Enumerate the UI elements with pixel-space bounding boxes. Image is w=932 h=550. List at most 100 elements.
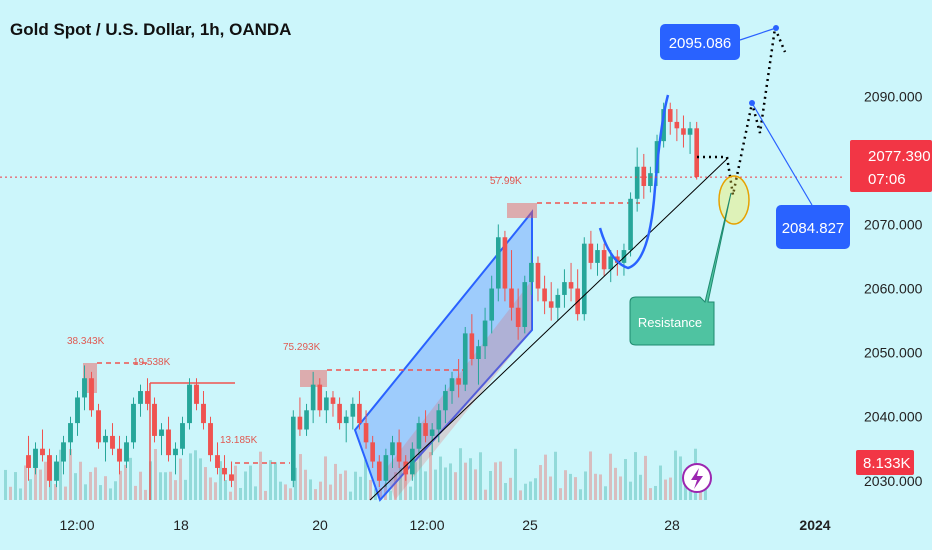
- candle-body: [75, 397, 80, 424]
- candle-body: [357, 403, 362, 424]
- callout-box[interactable]: [660, 24, 740, 60]
- volume-bar: [224, 479, 227, 500]
- x-tick-label: 25: [522, 517, 538, 533]
- x-tick-label: 12:00: [409, 517, 444, 533]
- volume-bar: [329, 484, 332, 500]
- volume-bar: [514, 448, 517, 500]
- candle-body: [436, 410, 442, 430]
- candle-body: [667, 109, 673, 122]
- volume-bar: [614, 467, 617, 500]
- candle-body: [634, 166, 640, 199]
- volume-bar: [394, 472, 397, 500]
- current-price-tag[interactable]: [850, 140, 932, 192]
- volume-bar: [379, 488, 382, 500]
- volume-bar: [519, 490, 522, 500]
- candle-body: [363, 423, 369, 443]
- x-tick-label: 12:00: [59, 517, 94, 533]
- candle-body: [96, 410, 101, 443]
- callout-anchor-dot: [749, 100, 755, 106]
- volume-bar: [539, 465, 542, 500]
- volume-bar: [659, 465, 662, 500]
- volume-bar: [669, 477, 672, 500]
- candle-body: [562, 282, 567, 295]
- x-tick-label: 20: [312, 517, 328, 533]
- volume-bar: [424, 471, 427, 500]
- volume-bar: [574, 477, 577, 500]
- volume-annotation: 38.343K: [67, 336, 105, 347]
- volume-bar: [249, 465, 252, 500]
- candle-body: [337, 403, 342, 424]
- candle-body: [535, 262, 541, 289]
- volume-bar: [44, 461, 47, 500]
- volume-bar: [299, 454, 302, 500]
- candle-body: [661, 109, 666, 142]
- candle-body: [495, 237, 501, 289]
- candle-body: [416, 423, 422, 449]
- volume-bar: [214, 482, 217, 500]
- volume-bar: [274, 462, 277, 500]
- callout-connector: [751, 102, 813, 206]
- volume-bar: [634, 452, 637, 500]
- candle-body: [222, 467, 227, 475]
- candle-body: [330, 397, 336, 404]
- candle-body: [396, 442, 402, 462]
- volume-bar: [629, 481, 632, 500]
- x-tick-label: 2024: [799, 517, 830, 533]
- candle-body: [522, 282, 528, 327]
- candle-body: [138, 391, 143, 404]
- volume-bar: [499, 461, 502, 500]
- callout-box[interactable]: [776, 205, 850, 249]
- candle-body: [581, 243, 587, 315]
- volume-bar: [49, 466, 52, 500]
- volume-bar: [139, 471, 142, 500]
- volume-bar: [599, 474, 602, 500]
- candle-body: [548, 301, 554, 308]
- candle-body: [124, 442, 129, 462]
- volume-bar: [209, 477, 212, 500]
- volume-bar: [429, 452, 432, 500]
- candle-body: [608, 256, 614, 270]
- volume-tag[interactable]: [856, 450, 914, 475]
- candle-body: [648, 173, 653, 186]
- volume-bar: [409, 486, 412, 500]
- y-tick-label: 2070.000: [864, 216, 923, 232]
- volume-bar: [194, 450, 197, 500]
- volume-bar: [449, 463, 452, 500]
- chart-title: Gold Spot / U.S. Dollar, 1h, OANDA: [10, 20, 292, 39]
- volume-bar: [119, 470, 122, 500]
- volume-bar: [104, 476, 107, 500]
- candle-body: [694, 128, 700, 178]
- volume-bar: [39, 469, 42, 500]
- volume-bar: [419, 451, 422, 500]
- volume-bar: [489, 470, 492, 500]
- candle-body: [187, 384, 192, 424]
- volume-bar: [364, 459, 367, 500]
- volume-bar: [134, 485, 137, 500]
- volume-bar: [484, 489, 487, 500]
- resistance-bubble[interactable]: [629, 192, 732, 346]
- candle-body: [110, 435, 115, 449]
- candle-body: [482, 320, 488, 347]
- volume-bar: [124, 464, 127, 500]
- volume-bar: [569, 473, 572, 500]
- volume-bar: [664, 479, 667, 500]
- volume-bar: [689, 486, 692, 500]
- volume-bar: [679, 456, 682, 500]
- candle-body: [588, 243, 594, 263]
- volume-bar: [129, 457, 132, 500]
- volume-bar: [414, 462, 417, 500]
- candle-body: [54, 461, 59, 481]
- volume-bar: [444, 467, 447, 500]
- candle-body: [681, 128, 686, 135]
- candle-body: [462, 333, 468, 385]
- volume-bar: [399, 467, 402, 500]
- y-tick-label: 2030.000: [864, 473, 923, 489]
- volume-bar: [319, 481, 322, 500]
- volume-bar: [559, 488, 562, 500]
- volume-bar: [279, 481, 282, 500]
- candle-body: [674, 121, 680, 129]
- candle-body: [529, 262, 534, 283]
- candle-body: [131, 403, 136, 443]
- volume-bar: [349, 491, 352, 500]
